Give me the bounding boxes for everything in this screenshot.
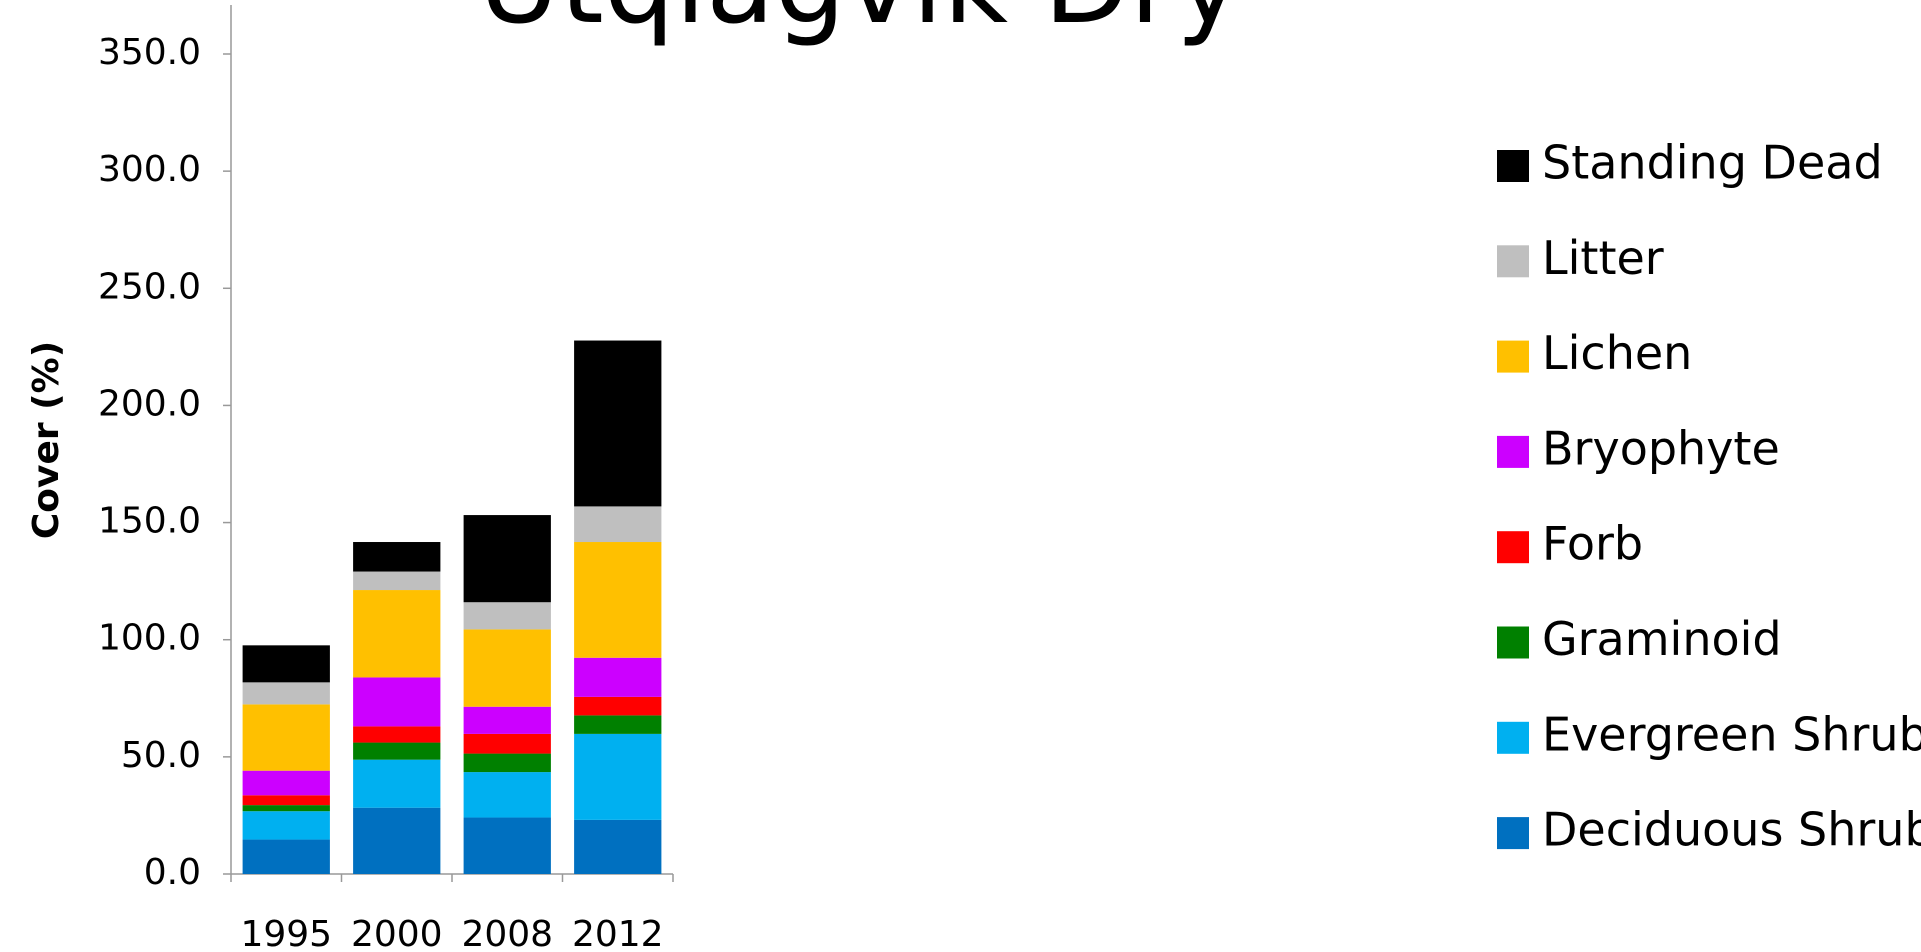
- bar-segment: [353, 726, 441, 743]
- bar-segment: [353, 542, 441, 572]
- bar-segment: [242, 645, 330, 683]
- bar-segment: [242, 839, 330, 874]
- x-tick-label: 2008: [461, 914, 553, 952]
- bar-segment: [574, 733, 662, 820]
- legend-swatch: [1497, 626, 1529, 659]
- y-tick-label: 100.0: [98, 618, 201, 659]
- bar-segment: [463, 629, 551, 707]
- bar-segment: [574, 819, 662, 874]
- legend-label: Evergreen Shrub: [1542, 707, 1921, 761]
- bar-segment: [463, 733, 551, 754]
- x-tick-label: 2012: [572, 914, 664, 952]
- y-tick-label: 0.0: [144, 852, 201, 893]
- y-tick-label: 200.0: [98, 383, 201, 424]
- bar-segment: [463, 602, 551, 630]
- bar-segment: [574, 542, 662, 658]
- legend-swatch: [1497, 721, 1529, 754]
- bar-segment: [463, 515, 551, 603]
- bar-segment: [353, 590, 441, 678]
- bar-segment: [574, 696, 662, 716]
- bar-segment: [574, 506, 662, 543]
- bar-segment: [242, 811, 330, 840]
- y-axis-label: Cover (%): [26, 341, 67, 539]
- bar-segment: [242, 795, 330, 806]
- bar-segment: [574, 715, 662, 734]
- x-tick-label: 1995: [240, 914, 332, 952]
- bar-segment: [242, 682, 330, 705]
- y-tick-label: 350.0: [98, 32, 201, 73]
- bar-segment: [353, 759, 441, 808]
- legend-label: Standing Dead: [1542, 136, 1883, 190]
- bar-segment: [242, 704, 330, 771]
- legend-swatch: [1497, 340, 1529, 373]
- y-tick-label: 250.0: [98, 266, 201, 307]
- bar-segment: [353, 742, 441, 760]
- legend-label: Bryophyte: [1542, 421, 1780, 475]
- legend-swatch: [1497, 531, 1529, 564]
- y-tick-label: 50.0: [121, 735, 201, 776]
- y-tick-label: 150.0: [98, 501, 201, 542]
- legend-swatch: [1497, 817, 1529, 850]
- bar-segment: [242, 805, 330, 812]
- bar-segment: [353, 571, 441, 591]
- x-tick-label: 2000: [351, 914, 443, 952]
- bar-segment: [463, 817, 551, 874]
- bar-segment: [574, 657, 662, 697]
- chart-title: Utqiagvik Dry: [478, 0, 1242, 49]
- bar-segment: [353, 677, 441, 727]
- y-tick-label: 300.0: [98, 149, 201, 190]
- bar-segment: [463, 772, 551, 818]
- legend-label: Forb: [1542, 517, 1643, 571]
- legend-swatch: [1497, 245, 1529, 278]
- legend-swatch: [1497, 150, 1529, 182]
- legend-label: Graminoid: [1542, 612, 1782, 666]
- legend-label: Lichen: [1542, 326, 1692, 380]
- legend-label: Litter: [1542, 231, 1664, 285]
- bar-segment: [463, 753, 551, 773]
- legend-label: Deciduous Shrub: [1542, 803, 1921, 857]
- bar-segment: [353, 807, 441, 874]
- bar-segment: [463, 706, 551, 734]
- bar-segment: [574, 340, 662, 507]
- bar-segment: [242, 770, 330, 796]
- legend-swatch: [1497, 435, 1529, 468]
